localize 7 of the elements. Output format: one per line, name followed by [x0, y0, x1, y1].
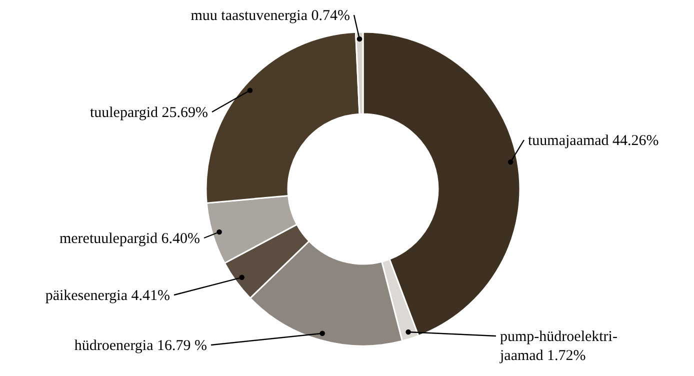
slice-label: tuulepargid 25.69% — [90, 105, 208, 121]
slice-label: muu taastuvenergia 0.74% — [190, 8, 350, 24]
slice-label: hüdroenergia 16.79 % — [74, 338, 207, 354]
slice-label: päikesenergia 4.41% — [45, 288, 170, 304]
slice-label: meretuulepargid 6.40% — [59, 231, 200, 247]
slice-label: tuumajaamad 44.26% — [528, 133, 659, 149]
slice-label: pump-hüdroelektri-jaamad 1.72% — [499, 329, 618, 364]
